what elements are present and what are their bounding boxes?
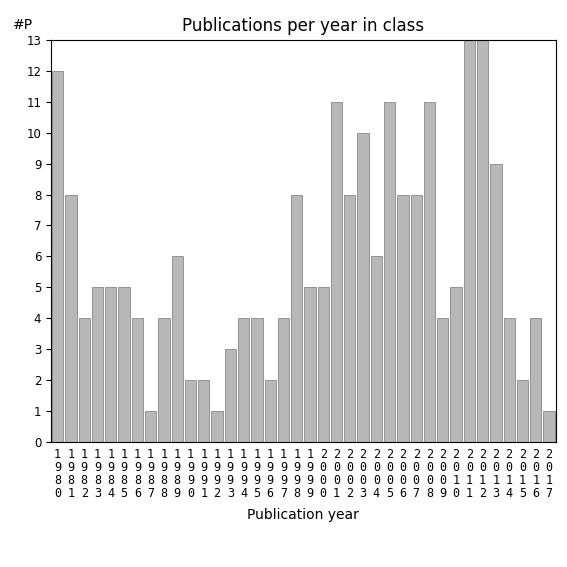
Bar — [371, 256, 382, 442]
Bar — [65, 194, 77, 442]
Bar — [304, 287, 316, 442]
Y-axis label: #P: #P — [13, 18, 33, 32]
Bar — [477, 40, 488, 442]
Bar — [517, 380, 528, 442]
Bar — [437, 319, 448, 442]
Bar — [145, 411, 156, 442]
Bar — [291, 194, 302, 442]
Bar — [92, 287, 103, 442]
Bar — [225, 349, 236, 442]
Bar — [238, 319, 249, 442]
Bar — [198, 380, 209, 442]
Bar — [79, 319, 90, 442]
Bar — [185, 380, 196, 442]
Bar — [52, 71, 64, 442]
Bar — [344, 194, 356, 442]
Bar — [105, 287, 116, 442]
Bar — [357, 133, 369, 442]
Bar — [530, 319, 541, 442]
Bar — [397, 194, 409, 442]
Bar — [464, 40, 475, 442]
Bar — [424, 101, 435, 442]
Title: Publications per year in class: Publications per year in class — [182, 18, 425, 35]
Bar — [172, 256, 183, 442]
Bar — [251, 319, 263, 442]
Bar — [278, 319, 289, 442]
Bar — [450, 287, 462, 442]
Bar — [211, 411, 223, 442]
Bar — [331, 101, 342, 442]
Bar — [119, 287, 130, 442]
X-axis label: Publication year: Publication year — [247, 508, 359, 522]
Bar — [411, 194, 422, 442]
Bar — [132, 319, 143, 442]
Bar — [384, 101, 395, 442]
Bar — [264, 380, 276, 442]
Bar — [543, 411, 555, 442]
Bar — [318, 287, 329, 442]
Bar — [158, 319, 170, 442]
Bar — [490, 163, 502, 442]
Bar — [503, 319, 515, 442]
